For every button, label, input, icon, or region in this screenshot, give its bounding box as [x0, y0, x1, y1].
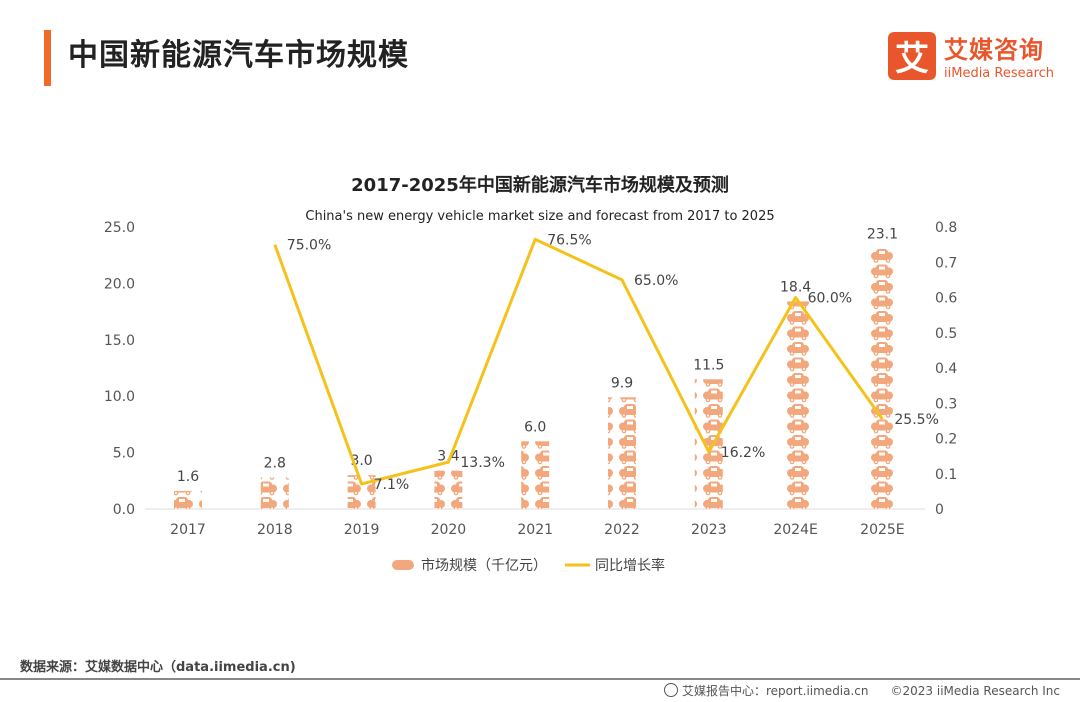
bar	[434, 470, 463, 509]
x-tick: 2025E	[860, 522, 904, 538]
bar	[260, 477, 289, 509]
bar-label: 11.5	[693, 357, 724, 373]
bar	[868, 248, 897, 509]
bar-label: 9.9	[611, 375, 633, 391]
y-left-tick: 5.0	[113, 446, 135, 462]
x-tick: 2017	[170, 522, 206, 538]
y-right-tick: 0.7	[935, 255, 957, 271]
line-label: 13.3%	[460, 455, 504, 471]
y-right-tick: 0.3	[935, 396, 957, 412]
logo-en: iiMedia Research	[944, 66, 1055, 81]
line-label: 25.5%	[894, 412, 938, 428]
chart: 2017-2025年中国新能源汽车市场规模及预测 China's new ene…	[104, 174, 958, 574]
legend-line-label: 同比增长率	[595, 557, 665, 574]
globe-icon	[663, 683, 678, 697]
line-label: 75.0%	[287, 238, 331, 254]
report-center: 艾媒报告中心：report.iimedia.cn	[681, 684, 869, 698]
chart-subtitle: China's new energy vehicle market size a…	[305, 209, 774, 224]
y-right-tick: 0	[935, 502, 944, 518]
growth-line	[273, 237, 884, 486]
bar	[781, 301, 810, 509]
legend-bar-swatch	[392, 560, 414, 570]
footer-divider	[0, 678, 1080, 680]
bar-label: 2.8	[264, 455, 286, 471]
x-tick: 2019	[344, 522, 380, 538]
line-label: 16.2%	[721, 445, 765, 461]
copyright: ©2023 iiMedia Research Inc	[890, 683, 1060, 698]
line-label: 7.1%	[374, 477, 410, 493]
y-left-tick: 0.0	[113, 502, 135, 518]
x-tick: 2024E	[773, 522, 817, 538]
x-tick: 2022	[604, 522, 640, 538]
title-accent-bar	[44, 30, 51, 86]
y-right-tick: 0.5	[935, 326, 957, 342]
x-tick: 2018	[257, 522, 293, 538]
line-label: 65.0%	[634, 273, 678, 289]
y-right-tick: 0.1	[935, 467, 957, 483]
page-title: 中国新能源汽车市场规模	[68, 38, 409, 73]
bar	[521, 441, 550, 509]
y-right-tick: 0.6	[935, 291, 957, 307]
x-tick: 2020	[431, 522, 467, 538]
y-left-tick: 20.0	[104, 276, 135, 292]
line-label: 60.0%	[808, 291, 852, 307]
data-source: 数据来源：艾媒数据中心（data.iimedia.cn)	[20, 660, 296, 675]
bar-label: 18.4	[780, 279, 811, 295]
bar-label: 3.4	[437, 449, 459, 465]
logo-cn: 艾媒咨询	[944, 36, 1044, 64]
y-right-tick: 0.2	[935, 432, 957, 448]
x-tick: 2023	[691, 522, 727, 538]
y-left-tick: 10.0	[104, 389, 135, 405]
bar-label: 23.1	[867, 226, 898, 242]
bar	[608, 397, 636, 509]
x-tick: 2021	[517, 522, 553, 538]
y-left-tick: 25.0	[104, 220, 135, 236]
logo: 艾 艾媒咨询 iiMedia Research	[888, 30, 1054, 81]
logo-mark: 艾	[888, 31, 936, 80]
y-right-tick: 0.4	[935, 361, 957, 377]
line-label: 76.5%	[547, 232, 591, 248]
chart-title: 2017-2025年中国新能源汽车市场规模及预测	[351, 174, 729, 196]
bar-label: 1.6	[177, 469, 199, 485]
bar	[694, 379, 723, 509]
bar	[174, 490, 202, 509]
y-left-tick: 15.0	[104, 333, 135, 349]
bar-label: 6.0	[524, 419, 546, 435]
y-right-tick: 0.8	[935, 220, 957, 236]
legend-bar-label: 市场规模（千亿元）	[421, 557, 547, 574]
